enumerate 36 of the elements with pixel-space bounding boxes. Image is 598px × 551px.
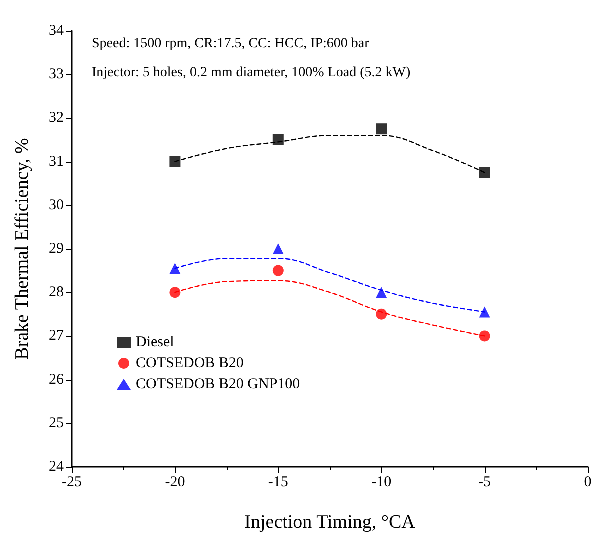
legend-label: Diesel xyxy=(136,334,174,350)
y-tick-label: 24 xyxy=(49,459,64,475)
legend-label: COTSEDOB B20 xyxy=(136,356,244,372)
x-axis-title: Injection Timing, °CA xyxy=(244,512,416,533)
y-tick-label: 33 xyxy=(49,66,64,83)
annotation: Speed: 1500 rpm, CR:17.5, CC: HCC, IP:600 bar xyxy=(92,36,370,52)
x-tick-label: -15 xyxy=(268,474,288,490)
y-tick-label: 27 xyxy=(49,328,64,344)
point xyxy=(170,263,181,274)
y-tick-label: 28 xyxy=(49,284,64,301)
legend-label: COTSEDOB B20 GNP100 xyxy=(136,376,300,392)
y-tick-label: 30 xyxy=(49,197,64,214)
point xyxy=(272,265,284,276)
y-tick-label: 25 xyxy=(49,415,64,432)
point xyxy=(479,330,490,342)
point xyxy=(376,124,388,135)
y-tick-label: 29 xyxy=(49,241,64,257)
x-tick-label: -25 xyxy=(62,474,82,490)
point xyxy=(479,167,490,178)
y-axis-title: Brake Thermal Efficiency, % xyxy=(12,138,33,360)
point xyxy=(376,308,388,320)
x-tick-label: 0 xyxy=(584,474,592,490)
x-tick-label: -20 xyxy=(165,474,186,490)
point xyxy=(479,306,490,318)
point xyxy=(170,156,181,168)
y-tick-label: 32 xyxy=(49,110,64,126)
point xyxy=(272,134,284,146)
y-tick-label: 26 xyxy=(49,372,64,388)
y-tick-label: 31 xyxy=(49,154,64,170)
x-tick-label: -10 xyxy=(372,474,392,490)
y-tick-label: 34 xyxy=(49,23,64,39)
point xyxy=(376,287,388,298)
point xyxy=(170,287,181,298)
annotation: Injector: 5 holes, 0.2 mm diameter, 100% Load (5.2 kW) xyxy=(92,66,411,80)
point xyxy=(272,244,284,254)
x-tick-label: -5 xyxy=(478,474,492,490)
